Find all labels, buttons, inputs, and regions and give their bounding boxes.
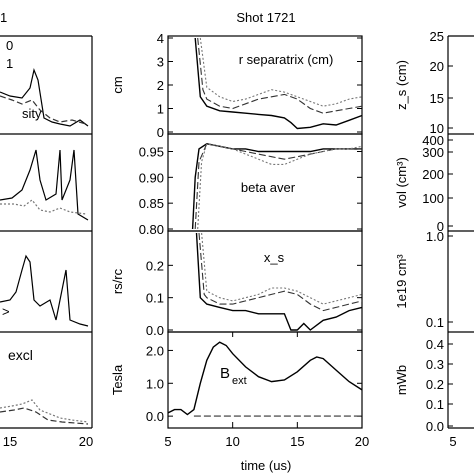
- panel-annotation: r separatrix (cm): [239, 52, 334, 67]
- y-tick-label: 1.0: [146, 376, 164, 391]
- y-tick-label: 2.0: [146, 343, 164, 358]
- left-column: 0 1 sity > excl 15 20: [0, 35, 93, 449]
- left-panel-label-fragment: sity: [22, 106, 42, 121]
- y-tick-label: 0.95: [139, 145, 164, 160]
- chart-title: Shot 1721: [236, 10, 295, 25]
- panel-annotation-sub: ext: [232, 375, 247, 387]
- x-tick-label: 10: [225, 434, 239, 449]
- y-axis-label: cm: [110, 76, 125, 93]
- left-legend-fragment: 0: [6, 38, 13, 53]
- left-series-line: [0, 399, 89, 423]
- right-y-axis-label: mWb: [394, 365, 409, 395]
- left-x-tick-label: 20: [79, 434, 93, 449]
- y-tick-label: 1: [157, 102, 164, 117]
- right-y-tick-label: 0.2: [426, 377, 444, 392]
- left-series-line: [0, 149, 89, 221]
- right-y-tick-label: 200: [422, 167, 444, 182]
- series-line-x_s-dashed: [198, 232, 363, 312]
- right-y-tick-label: 400: [422, 133, 444, 148]
- y-tick-label: 0.90: [139, 170, 164, 185]
- right-y-axis-label: 1e19 cm³: [394, 254, 409, 309]
- y-tick-label: 2: [157, 78, 164, 93]
- left-series-line: [0, 199, 87, 215]
- right-y-tick-label: 0.1: [426, 397, 444, 412]
- right-x-tick-label: 5: [449, 434, 456, 449]
- series-line-r_separatrix-dotted: [199, 37, 363, 107]
- center-column: 0 1 2 3 4 cm r separatrix (cm) 0.80 0.85 0.90 0.95…: [110, 31, 369, 449]
- x-tick-label: 20: [355, 434, 369, 449]
- y-tick-label: 4: [157, 31, 164, 46]
- x-tick-label: 15: [290, 434, 304, 449]
- y-tick-label: 0.2: [146, 258, 164, 273]
- right-y-tick-label: 0: [437, 219, 444, 234]
- left-series-line: [0, 407, 89, 425]
- right-y-axis-label: vol (cm³): [394, 157, 409, 208]
- y-tick-label: 0.0: [146, 409, 164, 424]
- y-tick-label: 0.1: [146, 291, 164, 306]
- panel-annotation: x_s: [264, 250, 285, 265]
- y-tick-label: 0: [157, 125, 164, 140]
- y-tick-label: 3: [157, 55, 164, 70]
- series-line-x_s-dotted: [201, 232, 363, 305]
- y-axis-label: rs/rc: [110, 268, 125, 294]
- left-panel-label-fragment: excl: [8, 347, 33, 363]
- left-series-line: [0, 67, 89, 127]
- y-tick-label: 0.0: [146, 323, 164, 338]
- series-line-x_s-solid: [195, 232, 363, 331]
- series-line-r_separatrix-dashed: [197, 37, 363, 114]
- right-y-tick-label: 0.3: [426, 357, 444, 372]
- right-y-tick-label: 10: [430, 121, 444, 136]
- x-tick-label: 5: [164, 434, 171, 449]
- right-y-tick-label: 25: [430, 29, 444, 44]
- x-axis-label: time (us): [241, 458, 292, 473]
- right-y-tick-label: 0.1: [426, 315, 444, 330]
- left-series-line: [0, 95, 87, 125]
- series-line-r_separatrix-solid: [194, 37, 363, 130]
- y-tick-label: 0.80: [139, 222, 164, 237]
- left-series-line: [0, 254, 89, 327]
- right-y-tick-label: 1.0: [426, 229, 444, 244]
- y-axis-label: Tesla: [110, 364, 125, 395]
- panel-frame-B_ext: [167, 331, 363, 429]
- left-panel-label-fragment: >: [2, 304, 10, 319]
- right-y-axis-label: z_s (cm): [394, 60, 409, 110]
- right-y-tick-label: 0.0: [426, 419, 444, 434]
- series-line-B_ext-solid: [167, 341, 363, 416]
- right-y-tick-label: 15: [430, 91, 444, 106]
- panel-annotation: beta aver: [241, 180, 296, 195]
- series-line-beta_aver-dotted: [197, 143, 363, 230]
- left-x-tick-label: 15: [3, 434, 17, 449]
- right-y-tick-label: 20: [430, 59, 444, 74]
- right-y-tick-label: 300: [422, 145, 444, 160]
- left-title-fragment: 1: [0, 10, 7, 25]
- series-line-beta_aver-solid: [191, 143, 362, 230]
- y-tick-label: 0.85: [139, 196, 164, 211]
- left-legend-fragment: 1: [6, 56, 13, 71]
- right-y-tick-label: 100: [422, 191, 444, 206]
- panel-frame-r_separatrix: [167, 35, 363, 135]
- panel-annotation: B: [220, 365, 230, 382]
- right-y-tick-label: 0.4: [426, 337, 444, 352]
